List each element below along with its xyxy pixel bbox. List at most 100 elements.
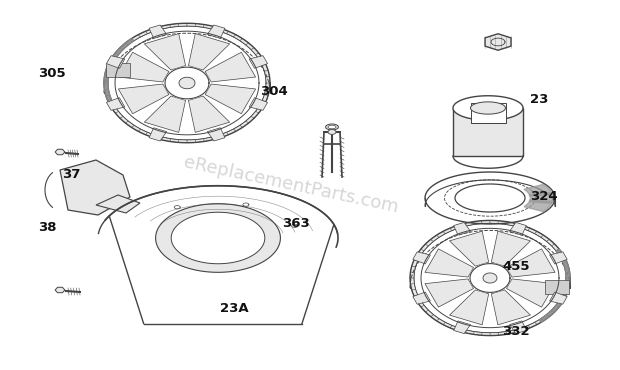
Polygon shape (144, 96, 185, 132)
Polygon shape (524, 184, 552, 196)
Polygon shape (565, 272, 570, 278)
Polygon shape (138, 129, 148, 135)
Polygon shape (161, 137, 171, 141)
Polygon shape (425, 172, 555, 224)
Polygon shape (255, 53, 263, 60)
Polygon shape (251, 48, 259, 54)
Polygon shape (115, 111, 123, 118)
Polygon shape (498, 221, 507, 225)
Polygon shape (131, 35, 141, 41)
Polygon shape (454, 222, 471, 235)
Polygon shape (170, 139, 179, 142)
Polygon shape (564, 266, 570, 272)
Polygon shape (205, 52, 255, 82)
Polygon shape (104, 38, 134, 108)
Polygon shape (490, 332, 498, 336)
Polygon shape (491, 290, 531, 325)
Polygon shape (510, 222, 526, 235)
Polygon shape (161, 24, 171, 29)
Polygon shape (471, 103, 505, 123)
Polygon shape (521, 325, 530, 331)
Polygon shape (510, 321, 526, 334)
Polygon shape (564, 284, 570, 290)
Polygon shape (328, 130, 336, 134)
Polygon shape (436, 319, 445, 324)
Polygon shape (412, 289, 418, 296)
Text: 304: 304 (260, 85, 288, 98)
Polygon shape (541, 235, 549, 241)
Polygon shape (240, 38, 249, 45)
Polygon shape (265, 77, 270, 83)
Polygon shape (195, 24, 204, 27)
Polygon shape (413, 252, 430, 264)
Polygon shape (443, 228, 452, 234)
Polygon shape (219, 132, 229, 138)
Polygon shape (153, 135, 162, 140)
Polygon shape (203, 137, 213, 141)
Text: 455: 455 (502, 260, 529, 273)
Polygon shape (188, 96, 229, 132)
Text: 37: 37 (62, 168, 81, 181)
Polygon shape (498, 332, 507, 335)
Polygon shape (546, 239, 555, 246)
FancyBboxPatch shape (107, 63, 130, 77)
Polygon shape (96, 195, 140, 213)
Polygon shape (528, 228, 537, 234)
Polygon shape (443, 322, 452, 328)
Polygon shape (546, 310, 555, 317)
Polygon shape (111, 106, 118, 113)
Polygon shape (146, 132, 155, 138)
Polygon shape (421, 244, 428, 250)
Polygon shape (255, 106, 263, 113)
Polygon shape (138, 31, 148, 37)
Polygon shape (120, 117, 128, 123)
Polygon shape (529, 192, 553, 204)
Polygon shape (55, 149, 65, 155)
Polygon shape (453, 96, 523, 120)
Polygon shape (264, 71, 270, 77)
Polygon shape (108, 59, 115, 65)
Polygon shape (541, 314, 549, 321)
Polygon shape (559, 295, 566, 302)
Polygon shape (410, 272, 414, 278)
Polygon shape (506, 330, 515, 334)
Polygon shape (195, 139, 204, 142)
Polygon shape (226, 31, 236, 37)
Polygon shape (417, 249, 424, 256)
Polygon shape (156, 204, 280, 272)
Polygon shape (551, 305, 559, 312)
Polygon shape (118, 52, 169, 82)
Polygon shape (234, 125, 242, 131)
Polygon shape (425, 249, 474, 277)
Polygon shape (262, 64, 268, 71)
Polygon shape (453, 108, 523, 156)
Polygon shape (117, 32, 257, 134)
Polygon shape (534, 231, 544, 237)
Polygon shape (264, 89, 270, 95)
Polygon shape (562, 260, 569, 267)
Polygon shape (226, 129, 236, 135)
Polygon shape (249, 56, 268, 68)
Polygon shape (410, 278, 414, 284)
Polygon shape (328, 125, 336, 129)
Polygon shape (485, 34, 511, 50)
Polygon shape (246, 43, 254, 50)
Polygon shape (107, 98, 125, 110)
Polygon shape (111, 53, 118, 60)
Polygon shape (251, 111, 259, 118)
Polygon shape (259, 101, 266, 107)
Polygon shape (240, 121, 249, 127)
Polygon shape (107, 56, 125, 68)
Polygon shape (179, 77, 195, 89)
Polygon shape (219, 28, 229, 34)
Polygon shape (120, 43, 128, 50)
Polygon shape (513, 223, 523, 228)
Polygon shape (188, 34, 229, 70)
Polygon shape (470, 263, 510, 292)
Polygon shape (524, 200, 552, 212)
Text: 363: 363 (282, 217, 310, 231)
Polygon shape (556, 300, 563, 307)
Polygon shape (246, 117, 254, 123)
Polygon shape (473, 332, 482, 335)
Polygon shape (108, 101, 115, 107)
